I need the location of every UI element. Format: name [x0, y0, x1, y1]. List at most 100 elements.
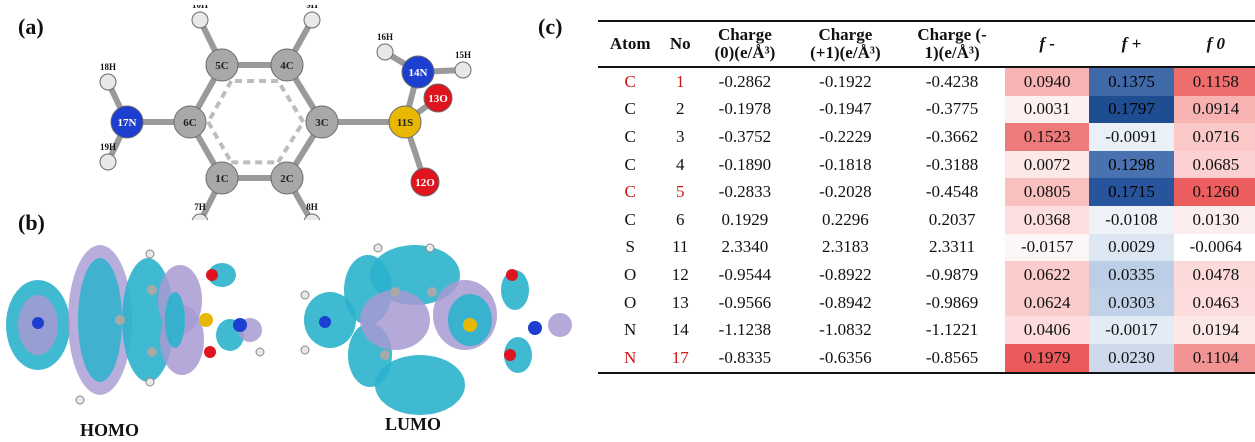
cell-charge-plus1: -0.8942 [819, 292, 872, 312]
cell-no: 17 [662, 343, 699, 374]
header-charge-0: Charge (0)(e/Å³) [698, 20, 792, 68]
atom-label: 3C [315, 117, 329, 129]
atom-label: 5C [215, 60, 229, 72]
lumo-atoms [300, 243, 542, 361]
cell-f-minus: 0.0072 [1005, 150, 1090, 179]
cell-f-zero: 0.0914 [1173, 95, 1255, 124]
cell-atom: O [624, 292, 637, 312]
cell-charge-minus1: -0.9869 [925, 292, 979, 312]
cell-charge-plus1: 2.3183 [821, 237, 869, 257]
homo-caption: HOMO [80, 420, 139, 440]
atom-12O: 12O [410, 167, 440, 197]
atom-17N: 17N [110, 105, 144, 139]
atom-2C: 2C [270, 161, 304, 195]
cell-atom: O [624, 264, 637, 284]
cell-f-minus: 0.0805 [1005, 178, 1090, 206]
cell-no: 5 [676, 182, 685, 202]
atom-1C: 1C [205, 161, 239, 195]
lumo-lobe [360, 290, 430, 350]
homo-orbital [6, 245, 265, 405]
cell-f-zero: 0.0685 [1173, 150, 1255, 179]
table-row: C 6 0.1929 0.2296 0.2037 0.0368 -0.0108 0.0130 [598, 205, 1255, 234]
cell-charge-minus1: -1.1221 [925, 320, 979, 340]
charge-fukui-table: Atom No Charge (0)(e/Å³) Charge (+1)(e/Å³)… [598, 20, 1255, 374]
cell-f-zero: -0.0064 [1173, 233, 1255, 262]
header-f-plus: f + [1089, 20, 1174, 68]
cell-f-minus: 0.1979 [1005, 343, 1090, 374]
atom-label: 19H [100, 142, 116, 152]
atom-label: 12O [415, 177, 435, 189]
lumo-lobe [375, 355, 465, 415]
cell-charge-0: -0.2862 [718, 71, 772, 91]
lumo-lobe [501, 270, 529, 310]
cell-f-minus: 0.0622 [1005, 261, 1090, 289]
cell-charge-minus1: -0.4548 [925, 182, 979, 202]
cell-atom: C [624, 182, 636, 202]
cell-charge-plus1: 0.2296 [821, 209, 869, 229]
cell-charge-minus1: -0.3775 [925, 99, 979, 119]
cell-charge-plus1: -0.2229 [819, 126, 872, 146]
cell-charge-plus1: -0.1818 [819, 154, 872, 174]
panel-label-b: (b) [18, 210, 45, 235]
table-header-row: Atom No Charge (0)(e/Å³) Charge (+1)(e/Å³)… [598, 20, 1255, 68]
cell-f-zero: 0.0194 [1173, 316, 1255, 344]
homo-lobe [78, 258, 122, 382]
cell-atom: C [624, 99, 636, 119]
cell-f-zero: 0.1260 [1173, 178, 1255, 206]
cell-charge-minus1: -0.8565 [899, 343, 1006, 374]
atom-14N: 14N [401, 55, 435, 89]
cell-f-plus: -0.0017 [1089, 316, 1174, 344]
cell-charge-plus1: -0.2028 [819, 182, 872, 202]
atom-10H: 10H [191, 5, 209, 29]
aromatic-bond [206, 79, 233, 123]
atom-label: 16H [377, 32, 393, 42]
cell-atom: C [624, 209, 636, 229]
cell-charge-minus1: -0.9879 [925, 264, 979, 284]
table-row: O 12 -0.9544 -0.8922 -0.9879 0.0622 0.0335 0.04… [598, 261, 1255, 289]
cell-f-minus: 0.0031 [1005, 95, 1090, 124]
header-atom: Atom [598, 20, 663, 68]
cell-f-minus: 0.1523 [1005, 123, 1090, 151]
cell-f-minus: 0.0406 [1005, 316, 1090, 344]
atom-5C: 5C [205, 48, 239, 82]
atom-label: 11S [397, 117, 414, 129]
homo-lobes [6, 245, 262, 395]
header-charge-minus1: Charge (- 1)(e/Å³) [899, 20, 1006, 68]
cell-charge-minus1: 0.2037 [928, 209, 976, 229]
header-charge-plus1: Charge (+1)(e/Å³) [791, 20, 900, 68]
table-row: C 5 -0.2833 -0.2028 -0.4548 0.0805 0.1715 0.126… [598, 178, 1255, 206]
cell-no: 14 [671, 320, 689, 340]
aromatic-bond [276, 79, 305, 124]
cell-no: 12 [671, 264, 689, 284]
table-row: N 14 -1.1238 -1.0832 -1.1221 0.0406 -0.0017 0.0… [598, 316, 1255, 344]
cell-atom: S [625, 237, 635, 257]
cell-no: 3 [676, 126, 685, 146]
cell-charge-0: -0.1890 [718, 154, 772, 174]
table-row: C 4 -0.1890 -0.1818 -0.3188 0.0072 0.1298 0.068… [598, 150, 1255, 179]
cell-f-minus: 0.0368 [1005, 205, 1090, 234]
cell-charge-0: -0.9544 [718, 264, 772, 284]
atom-8H: 8H [303, 202, 321, 220]
cell-charge-0: -1.1238 [718, 320, 772, 340]
cell-charge-plus1: -1.0832 [819, 320, 872, 340]
cell-atom: C [624, 154, 636, 174]
homo-lobe [165, 292, 185, 348]
atom-label: 8H [306, 202, 318, 212]
atom-11S: 11S [388, 105, 422, 139]
cell-f-plus: 0.0335 [1089, 261, 1174, 289]
molecule-structure: 1C 2C 3C 4C 5C 6C 7H 8H 9H 10H 11S 12O 13O 14N 15H 16H 1… [99, 5, 472, 220]
table-row: N 17 -0.8335 -0.6356 -0.8565 0.1979 0.0230 0.11… [598, 343, 1255, 374]
atom-6C: 6C [173, 105, 207, 139]
lumo-lobe [504, 337, 532, 373]
atom-label: 2C [280, 173, 294, 185]
atom-15H: 15H [454, 50, 472, 79]
homo-lobe [208, 263, 236, 287]
header-f-zero: f 0 [1173, 20, 1255, 68]
cell-charge-0: -0.1978 [718, 99, 772, 119]
cell-f-zero: 0.0130 [1173, 205, 1255, 234]
cell-charge-plus1: -0.6356 [791, 343, 900, 374]
atom-label: 10H [192, 5, 208, 10]
cell-f-minus: -0.0157 [1005, 233, 1090, 262]
cell-no: 2 [676, 99, 685, 119]
cell-f-plus: 0.0230 [1089, 343, 1174, 374]
